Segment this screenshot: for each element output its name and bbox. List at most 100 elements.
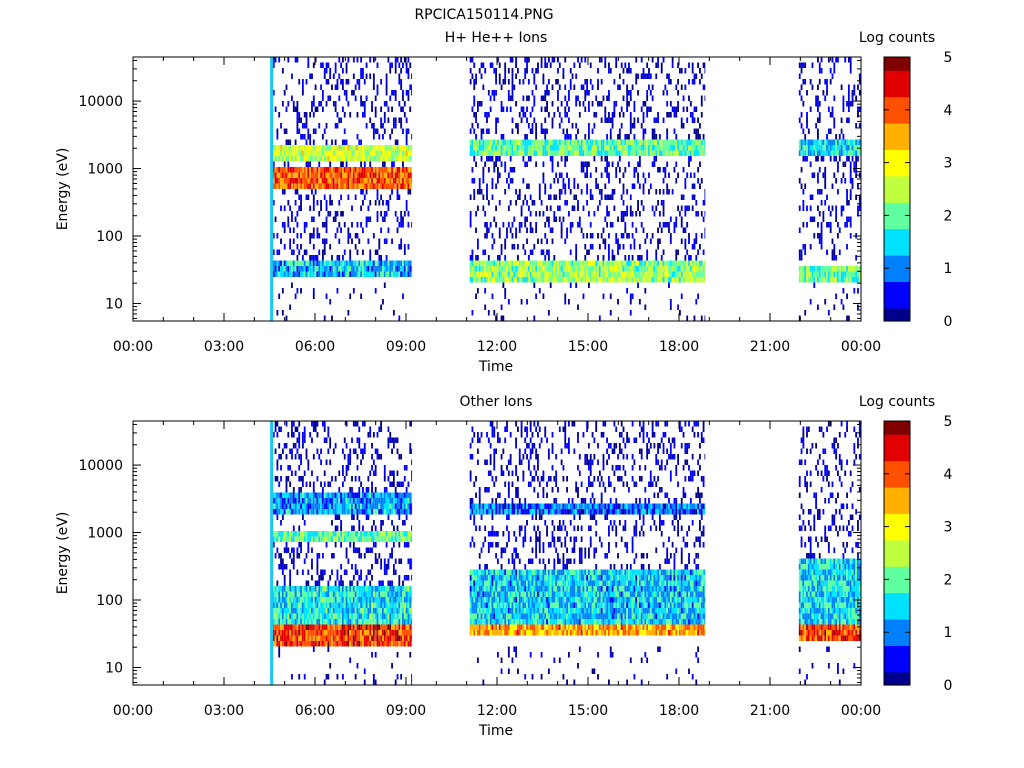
heatmap-cell bbox=[617, 244, 619, 250]
heatmap-cell bbox=[606, 211, 609, 217]
heatmap-cell bbox=[338, 498, 341, 504]
heatmap-cell bbox=[608, 211, 610, 217]
heatmap-cell bbox=[278, 426, 281, 432]
heatmap-cell bbox=[537, 139, 539, 145]
heatmap-cell bbox=[278, 630, 281, 636]
heatmap-cell bbox=[378, 266, 381, 272]
heatmap-cell bbox=[307, 509, 310, 515]
heatmap-cell bbox=[334, 498, 337, 504]
heatmap-cell bbox=[349, 271, 352, 277]
heatmap-cell bbox=[475, 277, 477, 283]
heatmap-cell bbox=[358, 167, 361, 173]
heatmap-cell bbox=[345, 608, 348, 614]
heatmap-cell bbox=[338, 531, 341, 537]
heatmap-cell bbox=[522, 200, 525, 206]
heatmap-cell bbox=[564, 293, 567, 299]
heatmap-cell bbox=[666, 277, 669, 283]
heatmap-cell bbox=[276, 421, 279, 427]
heatmap-cell bbox=[352, 630, 355, 636]
heatmap-cell bbox=[298, 613, 301, 619]
heatmap-cell bbox=[569, 134, 572, 140]
heatmap-cell bbox=[360, 271, 363, 277]
heatmap-cell bbox=[546, 128, 548, 134]
heatmap-cell bbox=[392, 167, 395, 173]
heatmap-cell bbox=[553, 150, 556, 156]
heatmap-cell bbox=[827, 310, 830, 316]
heatmap-cell bbox=[349, 641, 352, 647]
heatmap-cell bbox=[544, 106, 547, 112]
heatmap-cell bbox=[558, 266, 561, 272]
heatmap-cell bbox=[584, 134, 587, 140]
heatmap-cell bbox=[345, 613, 348, 619]
heatmap-cell bbox=[858, 73, 861, 79]
heatmap-cell bbox=[615, 145, 618, 151]
heatmap-cell bbox=[340, 62, 342, 68]
heatmap-cell bbox=[584, 90, 587, 96]
heatmap-cell bbox=[385, 90, 388, 96]
heatmap-cell bbox=[469, 260, 472, 266]
heatmap-cell bbox=[855, 255, 858, 261]
heatmap-cell bbox=[309, 233, 312, 239]
heatmap-cell bbox=[294, 470, 297, 476]
heatmap-cell bbox=[285, 481, 288, 487]
heatmap-cell bbox=[276, 150, 279, 156]
heatmap-cell bbox=[591, 101, 594, 107]
heatmap-cell bbox=[318, 635, 321, 641]
heatmap-cell bbox=[349, 459, 352, 465]
heatmap-cell bbox=[662, 139, 665, 145]
heatmap-cell bbox=[280, 602, 282, 608]
heatmap-cell bbox=[376, 271, 379, 277]
heatmap-cell bbox=[691, 183, 694, 189]
heatmap-cell bbox=[575, 150, 578, 156]
heatmap-cell bbox=[312, 216, 315, 222]
heatmap-cell bbox=[340, 492, 342, 498]
heatmap-cell bbox=[281, 266, 284, 272]
heatmap-cell bbox=[697, 117, 700, 123]
heatmap-cell bbox=[658, 134, 661, 140]
heatmap-cell bbox=[329, 586, 332, 592]
heatmap-cell bbox=[538, 271, 541, 277]
heatmap-cell bbox=[301, 536, 304, 542]
heatmap-cell bbox=[398, 244, 401, 250]
heatmap-cell bbox=[526, 227, 528, 233]
heatmap-cell bbox=[300, 233, 302, 239]
heatmap-cell bbox=[336, 79, 339, 85]
heatmap-cell bbox=[555, 139, 558, 145]
heatmap-cell bbox=[497, 139, 499, 145]
heatmap-cell bbox=[480, 260, 483, 266]
heatmap-cell bbox=[407, 178, 410, 184]
heatmap-cell bbox=[504, 277, 507, 283]
heatmap-cell bbox=[321, 619, 324, 625]
heatmap-cell bbox=[567, 106, 570, 112]
heatmap-cell bbox=[691, 271, 694, 277]
heatmap-cell bbox=[669, 150, 672, 156]
heatmap-cell bbox=[311, 564, 313, 570]
heatmap-cell bbox=[274, 172, 277, 178]
heatmap-cell bbox=[407, 183, 410, 189]
heatmap-cell bbox=[314, 586, 317, 592]
heatmap-cell bbox=[657, 117, 659, 123]
heatmap-cell bbox=[292, 443, 295, 449]
heatmap-cell bbox=[367, 178, 370, 184]
heatmap-cell bbox=[392, 260, 395, 266]
heatmap-cell bbox=[276, 167, 279, 173]
heatmap-cell bbox=[369, 260, 372, 266]
heatmap-cell bbox=[686, 266, 689, 272]
heatmap-cell bbox=[291, 586, 293, 592]
heatmap-cell bbox=[396, 150, 399, 156]
heatmap-cell bbox=[611, 123, 614, 129]
heatmap-cell bbox=[700, 73, 703, 79]
heatmap-cell bbox=[285, 536, 288, 542]
heatmap-cell bbox=[482, 84, 485, 90]
heatmap-cell bbox=[526, 238, 528, 244]
heatmap-cell bbox=[498, 150, 501, 156]
heatmap-cell bbox=[798, 145, 801, 151]
heatmap-cell bbox=[595, 260, 598, 266]
heatmap-cell bbox=[593, 266, 596, 272]
heatmap-cell bbox=[332, 167, 335, 173]
heatmap-cell bbox=[542, 73, 545, 79]
heatmap-cell bbox=[301, 156, 304, 162]
heatmap-cell bbox=[327, 646, 330, 652]
heatmap-cell bbox=[847, 84, 850, 90]
heatmap-cell bbox=[697, 167, 700, 173]
